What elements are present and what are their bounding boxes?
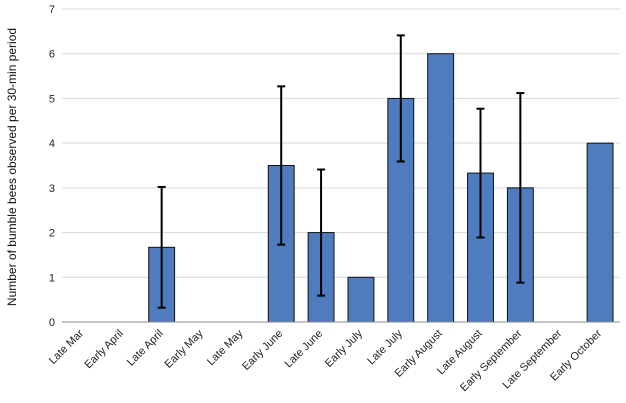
bar-7 — [347, 276, 375, 323]
x-tick-label: Early April — [82, 328, 126, 372]
bar-9 — [427, 53, 455, 323]
x-tick-label: Late June — [283, 328, 326, 371]
gridlines — [62, 8, 620, 278]
x-tick-label: Early June — [240, 328, 285, 373]
y-tick-label: 3 — [49, 183, 55, 195]
y-tick-labels: 0 1 2 3 4 5 6 7 — [49, 4, 55, 329]
x-tick-label: Late April — [125, 328, 166, 369]
x-tick-label: Late July — [365, 327, 405, 367]
x-tick-label: Early May — [163, 327, 206, 370]
x-tick-label: Late Mar — [47, 327, 86, 366]
y-axis-label: Number of bumble bees observed per 30-mi… — [5, 28, 19, 306]
x-tick-label: Late May — [205, 327, 246, 368]
y-tick-label: 0 — [49, 317, 55, 329]
y-tick-label: 1 — [49, 272, 55, 284]
bar-13 — [586, 142, 614, 323]
y-tick-label: 2 — [49, 228, 55, 240]
y-tick-label: 5 — [49, 93, 55, 105]
bar-10 — [467, 172, 494, 323]
y-tick-label: 4 — [49, 138, 55, 150]
x-tick-label: Early July — [323, 327, 366, 370]
error-bars — [157, 34, 525, 309]
y-tick-label: 7 — [49, 4, 55, 16]
y-tick-label: 6 — [49, 49, 55, 61]
